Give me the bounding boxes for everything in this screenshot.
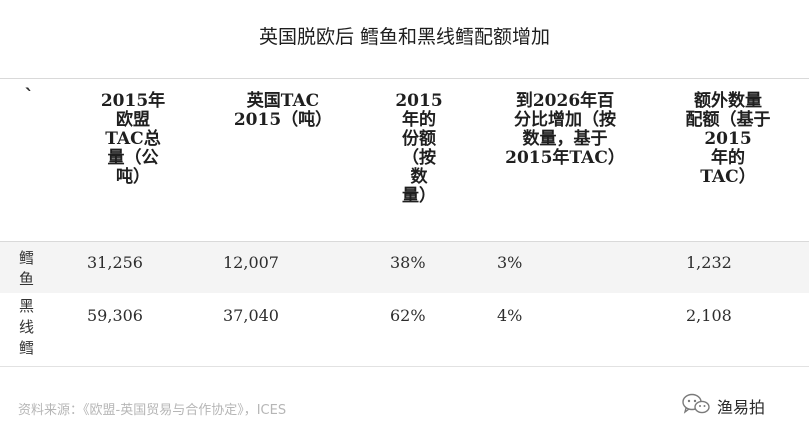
row-label-haddock: 黑 线 鳕	[19, 297, 35, 357]
page-title: 英国脱欧后 鳕鱼和黑线鳕配额增加	[258, 26, 551, 48]
header-eu-tac: 2015年 欧盟 TAC总 量（公 吨）	[100, 91, 166, 187]
cell-extra-quota: 2,108	[686, 306, 732, 325]
brand-watermark: 渔易拍	[681, 392, 765, 420]
table-row	[0, 293, 809, 365]
header-uk-tac: 英国TAC 2015（吨）	[233, 91, 333, 130]
wechat-icon	[681, 392, 711, 420]
corner-mark: `	[24, 84, 34, 108]
cell-uk-tac: 12,007	[223, 253, 279, 272]
brand-name: 渔易拍	[717, 398, 766, 417]
header-bottom-rule	[0, 241, 809, 242]
cell-increase: 4%	[497, 306, 523, 325]
header-percent-increase: 到2026年百 分比增加（按 数量，基于 2015年TAC）	[505, 91, 625, 168]
header-share-2015: 2015 年的 份额 （按 数 量）	[395, 91, 443, 206]
cell-eu-tac: 31,256	[87, 253, 143, 272]
cell-share: 38%	[390, 253, 426, 272]
source-note: 资料来源：《欧盟-英国贸易与合作协定》，ICES	[18, 403, 287, 418]
cell-uk-tac: 37,040	[223, 306, 279, 325]
table-row	[0, 242, 809, 293]
header-extra-quota: 额外数量 配额（基于 2015 年的 TAC）	[685, 91, 771, 187]
row-label-cod: 鳕 鱼	[19, 249, 35, 288]
table-header	[0, 79, 809, 241]
cell-extra-quota: 1,232	[686, 253, 732, 272]
header-top-rule	[0, 78, 809, 79]
cell-eu-tac: 59,306	[87, 306, 143, 325]
cell-increase: 3%	[497, 253, 523, 272]
cell-share: 62%	[390, 306, 426, 325]
table-bottom-rule	[0, 366, 809, 367]
